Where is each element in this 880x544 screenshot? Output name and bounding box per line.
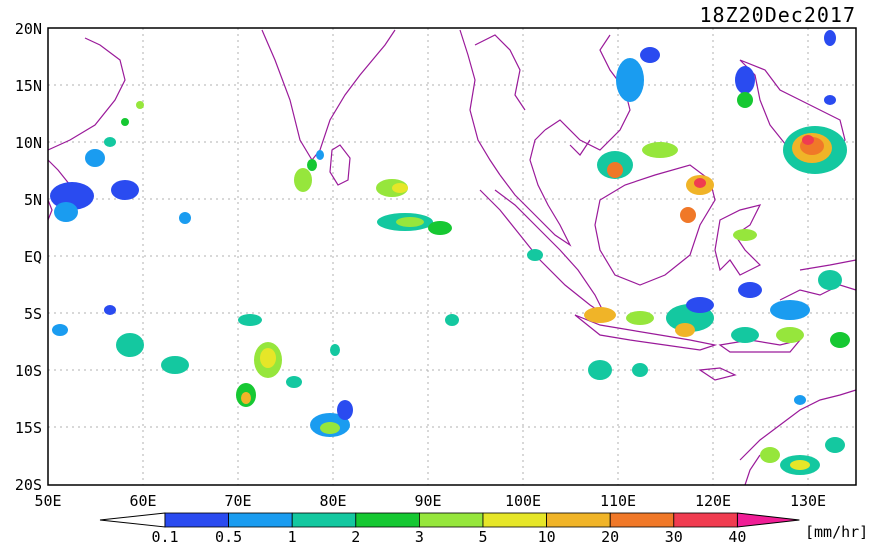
- lat-label: 5S: [24, 305, 42, 323]
- colorbar-high-arrow: [736, 512, 800, 528]
- colorbar-tick-label: 2: [351, 528, 360, 544]
- colorbar: 0.1 0.5 1 2 3 5 10 20 30 40: [99, 512, 800, 544]
- lat-label: 15S: [15, 419, 42, 437]
- colorbar-low-arrow: [99, 512, 166, 528]
- colorbar-unit: [mm/hr]: [805, 523, 868, 541]
- lon-label: 100E: [505, 492, 541, 510]
- lat-label: EQ: [24, 248, 42, 266]
- colorbar-tick-label: 20: [601, 528, 619, 544]
- lon-label: 120E: [695, 492, 731, 510]
- lat-label: 10N: [15, 134, 42, 152]
- colorbar-segment: [355, 512, 420, 528]
- colorbar-tick-label: 1: [288, 528, 297, 544]
- colorbar-tick-label: 10: [538, 528, 556, 544]
- lon-label: 90E: [414, 492, 441, 510]
- colorbar-segment: [546, 512, 611, 528]
- colorbar-segment: [418, 512, 484, 528]
- colorbar-segment: [673, 512, 738, 528]
- map-frame: [47, 27, 857, 486]
- colorbar-tick-label: 0.5: [215, 528, 242, 544]
- lon-label: 50E: [34, 492, 61, 510]
- colorbar-segment: [291, 512, 357, 528]
- latitude-labels: 20N 15N 10N 5N EQ 5S 10S 15S 20S: [15, 20, 42, 494]
- lon-label: 130E: [790, 492, 826, 510]
- map-title: 18Z20Dec2017: [700, 3, 857, 27]
- colorbar-segment: [609, 512, 675, 528]
- colorbar-tick-label: 3: [415, 528, 424, 544]
- lon-label: 110E: [600, 492, 636, 510]
- colorbar-segment: [228, 512, 293, 528]
- lon-label: 70E: [224, 492, 251, 510]
- colorbar-tick-label: 5: [478, 528, 487, 544]
- map-gridlines: [48, 28, 856, 485]
- map-panel: [47, 27, 857, 486]
- colorbar-tick-label: 0.1: [151, 528, 178, 544]
- colorbar-tick-label: 30: [665, 528, 683, 544]
- lat-label: 10S: [15, 362, 42, 380]
- colorbar-segment: [482, 512, 547, 528]
- colorbar-tick-label: 40: [728, 528, 746, 544]
- lon-label: 60E: [129, 492, 156, 510]
- lat-label: 20N: [15, 20, 42, 38]
- lat-label: 20S: [15, 476, 42, 494]
- longitude-labels: 50E 60E 70E 80E 90E 100E 110E 120E 130E: [34, 492, 826, 510]
- precipitation-field: [50, 30, 850, 475]
- lat-label: 15N: [15, 77, 42, 95]
- colorbar-segment: [164, 512, 229, 528]
- lon-label: 80E: [319, 492, 346, 510]
- lat-label: 5N: [24, 191, 42, 209]
